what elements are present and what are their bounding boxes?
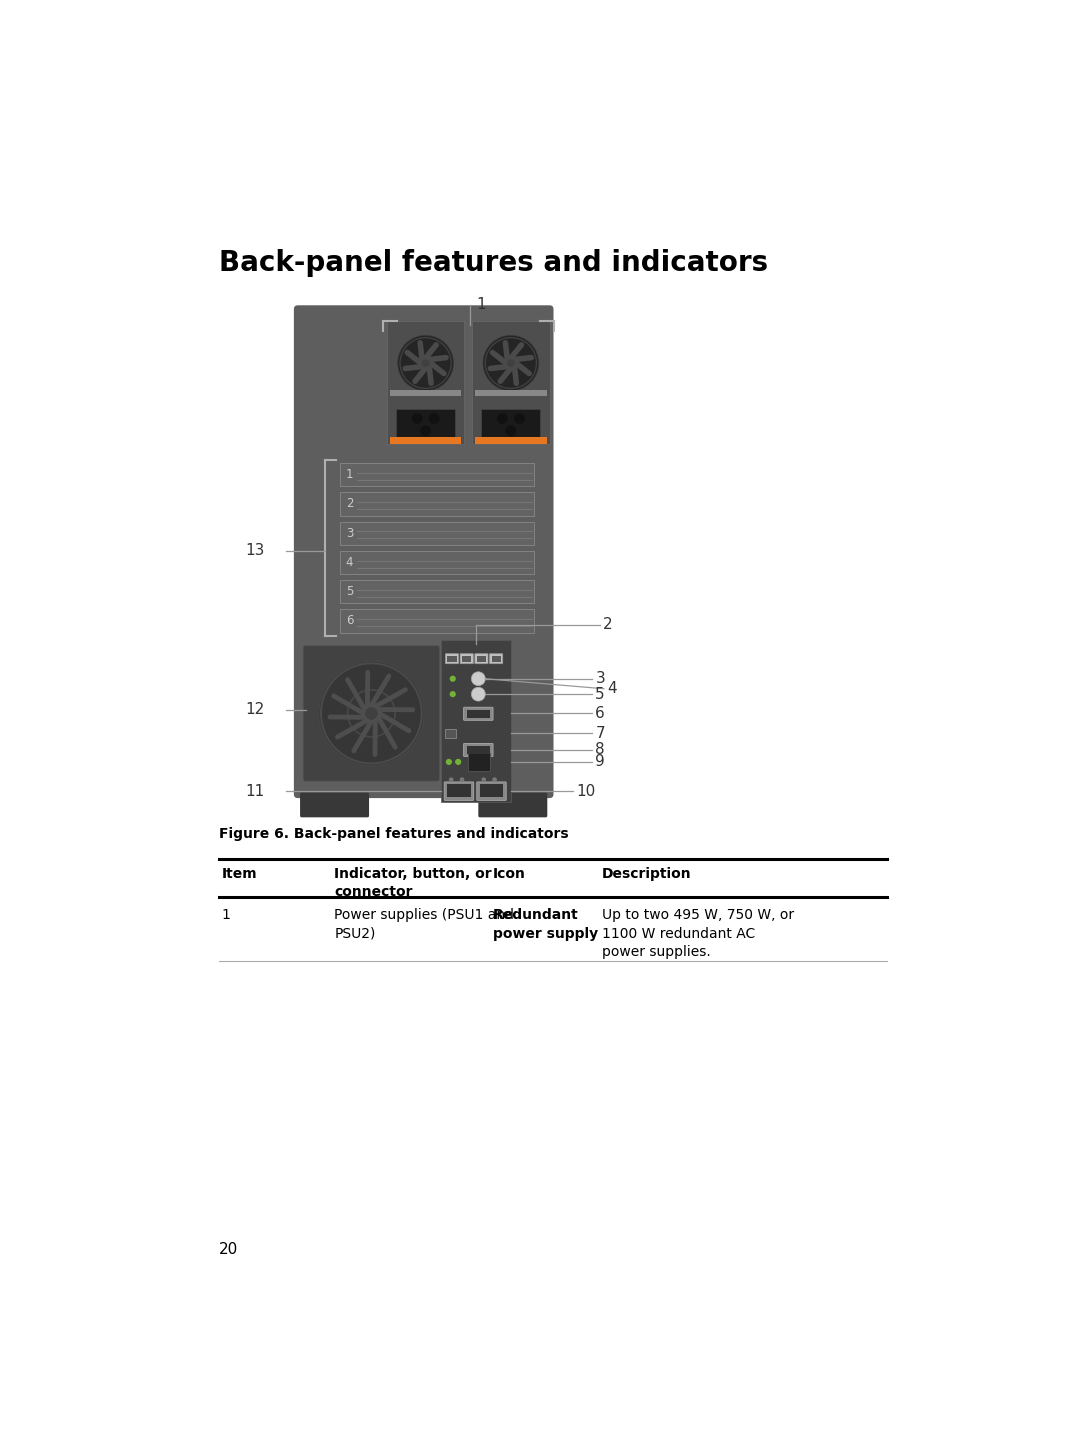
Text: Icon: Icon: [494, 866, 526, 880]
Bar: [396, 409, 455, 439]
Bar: [482, 409, 540, 439]
Circle shape: [420, 426, 431, 436]
Bar: [475, 390, 546, 396]
Circle shape: [364, 707, 378, 720]
Circle shape: [507, 358, 515, 367]
Text: Back-panel features and indicators: Back-panel features and indicators: [218, 250, 768, 277]
Bar: [480, 784, 503, 797]
Bar: [441, 640, 511, 802]
Bar: [387, 321, 464, 445]
Bar: [340, 551, 535, 574]
Circle shape: [446, 759, 451, 764]
Bar: [447, 655, 457, 663]
Bar: [467, 746, 490, 754]
Circle shape: [514, 413, 525, 424]
Bar: [472, 321, 550, 445]
Text: 6: 6: [595, 706, 605, 721]
Text: Item: Item: [221, 866, 257, 880]
Text: 10: 10: [576, 783, 595, 799]
Bar: [390, 390, 461, 396]
Circle shape: [319, 661, 424, 766]
Circle shape: [492, 777, 497, 782]
Text: Description: Description: [602, 866, 691, 880]
Text: 4: 4: [607, 681, 617, 697]
Bar: [340, 463, 535, 486]
Text: 1: 1: [346, 467, 353, 482]
Text: Power supplies (PSU1 and
PSU2): Power supplies (PSU1 and PSU2): [334, 908, 514, 941]
FancyBboxPatch shape: [478, 793, 548, 817]
Text: 3: 3: [595, 671, 605, 687]
FancyBboxPatch shape: [300, 793, 369, 817]
Bar: [467, 710, 490, 718]
Text: 11: 11: [245, 783, 265, 799]
Circle shape: [471, 671, 485, 685]
Circle shape: [482, 777, 486, 782]
Bar: [462, 655, 471, 663]
Circle shape: [397, 336, 454, 390]
Bar: [469, 753, 490, 771]
Circle shape: [449, 691, 456, 697]
Bar: [340, 581, 535, 604]
Bar: [340, 522, 535, 545]
Text: 1: 1: [221, 908, 231, 922]
Text: 5: 5: [346, 585, 353, 598]
FancyBboxPatch shape: [475, 654, 488, 664]
FancyBboxPatch shape: [489, 654, 502, 664]
FancyBboxPatch shape: [445, 654, 459, 664]
Text: Figure 6. Back-panel features and indicators: Figure 6. Back-panel features and indica…: [218, 826, 568, 840]
Bar: [447, 784, 471, 797]
Text: 4: 4: [346, 556, 353, 569]
Text: 8: 8: [595, 741, 605, 757]
Bar: [475, 437, 546, 445]
Text: 9: 9: [595, 754, 605, 770]
Bar: [491, 655, 501, 663]
Text: 20: 20: [218, 1242, 238, 1258]
Text: Indicator, button, or
connector: Indicator, button, or connector: [334, 866, 491, 899]
Bar: [340, 492, 535, 515]
Bar: [340, 609, 535, 632]
Bar: [390, 437, 461, 445]
Bar: [476, 655, 486, 663]
FancyBboxPatch shape: [463, 707, 494, 720]
FancyBboxPatch shape: [460, 654, 473, 664]
Text: 1: 1: [476, 297, 486, 313]
Circle shape: [483, 336, 539, 390]
Circle shape: [505, 426, 516, 436]
Circle shape: [449, 675, 456, 681]
Text: 3: 3: [346, 526, 353, 539]
Bar: [445, 728, 456, 739]
Text: 7: 7: [595, 726, 605, 741]
Text: 13: 13: [245, 543, 265, 558]
Circle shape: [455, 759, 461, 764]
Text: 2: 2: [603, 618, 612, 632]
FancyBboxPatch shape: [463, 743, 494, 757]
Text: Up to two 495 W, 750 W, or
1100 W redundant AC
power supplies.: Up to two 495 W, 750 W, or 1100 W redund…: [602, 908, 794, 959]
Text: 12: 12: [245, 703, 265, 717]
Circle shape: [422, 358, 430, 367]
Circle shape: [471, 687, 485, 701]
FancyBboxPatch shape: [444, 782, 474, 800]
Circle shape: [429, 413, 440, 424]
Circle shape: [411, 413, 422, 424]
Text: 6: 6: [346, 615, 353, 628]
Text: 5: 5: [595, 687, 605, 701]
FancyBboxPatch shape: [294, 305, 554, 799]
Circle shape: [449, 777, 454, 782]
FancyBboxPatch shape: [476, 782, 507, 800]
FancyBboxPatch shape: [303, 645, 440, 782]
Text: 2: 2: [346, 498, 353, 511]
Circle shape: [497, 413, 508, 424]
Circle shape: [460, 777, 464, 782]
Text: Redundant
power supply: Redundant power supply: [494, 908, 598, 941]
